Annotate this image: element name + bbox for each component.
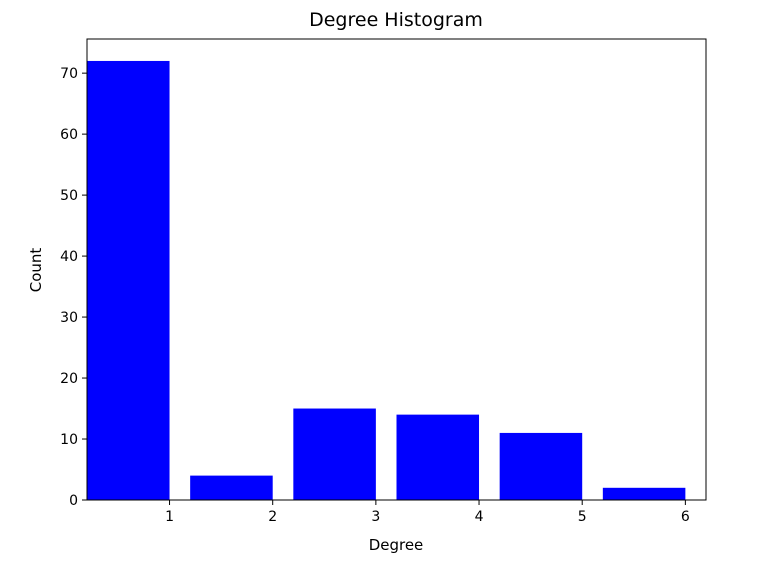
y-tick-label: 20 — [60, 371, 78, 387]
bar-degree-1 — [87, 60, 170, 500]
x-tick-label: 4 — [475, 509, 484, 525]
bar-degree-4 — [396, 414, 480, 500]
y-tick-label: 70 — [60, 66, 78, 82]
y-tick-label: 30 — [60, 310, 78, 326]
bar-degree-3 — [293, 408, 376, 500]
y-tick-label: 10 — [60, 432, 78, 448]
y-tick-label: 60 — [60, 127, 78, 143]
x-tick-label: 1 — [165, 509, 174, 525]
x-tick-label: 2 — [268, 509, 277, 525]
x-axis: 1 2 3 4 5 6 — [165, 500, 690, 525]
x-tick-label: 5 — [578, 509, 587, 525]
y-tick-label: 0 — [69, 493, 78, 509]
bar-degree-6 — [602, 487, 686, 500]
y-tick-label: 40 — [60, 249, 78, 265]
x-tick-label: 6 — [681, 509, 690, 525]
bar-degree-2 — [190, 475, 273, 500]
x-axis-label: Degree — [369, 536, 424, 554]
plot-frame — [86, 38, 707, 501]
y-axis-label: Count — [27, 248, 45, 293]
bars — [87, 60, 686, 500]
chart-title: Degree Histogram — [309, 9, 483, 31]
x-tick-label: 3 — [371, 509, 380, 525]
y-tick-label: 50 — [60, 188, 78, 204]
y-axis: 0 10 20 30 40 50 60 70 — [60, 66, 87, 509]
bar-degree-5 — [499, 432, 583, 500]
